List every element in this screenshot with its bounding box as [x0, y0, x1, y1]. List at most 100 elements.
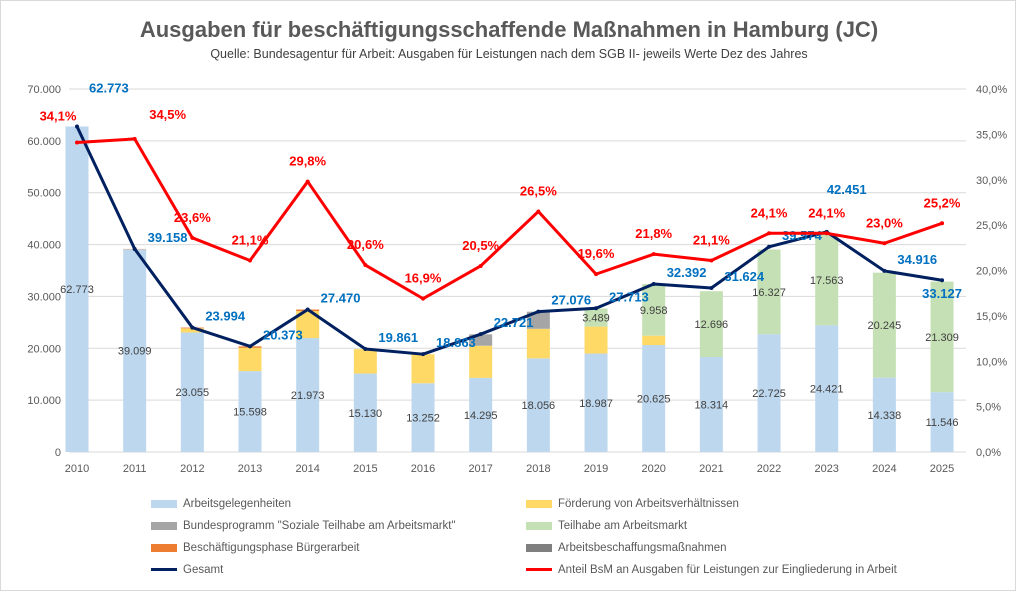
y-left-tick-label: 60.000: [27, 136, 61, 148]
bar-value-label: 14.338: [868, 410, 902, 422]
legend-label: Arbeitsbeschaffungsmaßnahmen: [558, 542, 727, 554]
y-left-tick-label: 70.000: [27, 84, 61, 96]
line-point: [709, 286, 713, 290]
x-tick-label: 2013: [238, 463, 262, 475]
line-point: [248, 344, 252, 348]
y-left-tick-label: 30.000: [27, 291, 61, 303]
legend-line: [151, 568, 177, 571]
x-tick-label: 2016: [411, 463, 435, 475]
gesamt-value-label: 42.451: [827, 182, 867, 197]
legend-label: Förderung von Arbeitsverhältnissen: [558, 498, 739, 510]
y-right-tick-label: 15,0%: [976, 311, 1007, 323]
y-left-tick-label: 0: [55, 447, 61, 459]
bar-value-label: 22.725: [752, 388, 786, 400]
anteil-value-label: 26,5%: [520, 184, 557, 199]
line-point: [133, 247, 137, 251]
bar-value-label: 15.598: [233, 407, 267, 419]
line-point: [536, 310, 540, 314]
legend-label: Bundesprogramm "Soziale Teilhabe am Arbe…: [183, 520, 456, 532]
x-tick-label: 2014: [295, 463, 319, 475]
legend-item-teilhabe: Teilhabe am Arbeitsmarkt: [526, 518, 901, 533]
bar-value-label: 16.327: [752, 287, 786, 299]
y-left-tick-label: 20.000: [27, 343, 61, 355]
legend-label: Anteil BsM an Ausgaben für Leistungen zu…: [558, 564, 897, 576]
bar-value-label: 39.099: [118, 346, 152, 358]
line-point: [190, 236, 194, 240]
y-left-tick-label: 40.000: [27, 240, 61, 252]
legend-swatch: [526, 522, 552, 530]
bar-value-label: 17.563: [810, 275, 844, 287]
legend-swatch: [151, 522, 177, 530]
x-tick-label: 2019: [584, 463, 608, 475]
x-tick-label: 2015: [353, 463, 377, 475]
x-tick-label: 2020: [641, 463, 665, 475]
x-tick-label: 2012: [180, 463, 204, 475]
legend-swatch: [151, 544, 177, 552]
bar-value-label: 21.309: [925, 332, 959, 344]
bar-value-label: 11.546: [926, 417, 959, 429]
bar-value-label: 13.252: [406, 413, 440, 425]
anteil-value-label: 21,1%: [232, 233, 269, 248]
line-point: [767, 245, 771, 249]
legend-swatch: [526, 500, 552, 508]
y-right-tick-label: 35,0%: [976, 129, 1007, 141]
legend-label: Teilhabe am Arbeitsmarkt: [558, 520, 687, 532]
gesamt-value-label: 27.076: [551, 293, 591, 308]
legend-item-anteil: Anteil BsM an Ausgaben für Leistungen zu…: [526, 562, 901, 577]
line-point: [940, 221, 944, 225]
gesamt-value-label: 20.373: [263, 327, 303, 342]
line-point: [825, 231, 829, 235]
bar-value-label: 14.295: [464, 410, 498, 422]
legend-swatch: [151, 500, 177, 508]
y-right-tick-label: 25,0%: [976, 220, 1007, 232]
line-point: [190, 326, 194, 330]
bar-value-label: 15.130: [349, 408, 383, 420]
bar-segment: [642, 336, 665, 345]
bar-value-label: 21.973: [291, 390, 325, 402]
anteil-value-label: 24,1%: [751, 205, 788, 220]
x-tick-label: 2023: [814, 463, 838, 475]
line-point: [594, 272, 598, 276]
anteil-value-label: 20,6%: [347, 237, 384, 252]
line-point: [536, 210, 540, 214]
line-point: [421, 352, 425, 356]
gesamt-value-label: 22.721: [494, 315, 534, 330]
anteil-value-label: 21,1%: [693, 233, 730, 248]
anteil-value-label: 16,9%: [405, 271, 442, 286]
anteil-value-label: 23,0%: [866, 215, 903, 230]
y-right-tick-label: 30,0%: [976, 175, 1007, 187]
legend-swatch: [526, 544, 552, 552]
line-point: [248, 259, 252, 263]
legend-item-foerderung: Förderung von Arbeitsverhältnissen: [526, 496, 901, 511]
gesamt-value-label: 23.994: [205, 309, 246, 324]
gesamt-value-label: 31.624: [724, 269, 765, 284]
x-tick-label: 2021: [699, 463, 723, 475]
gesamt-value-label: 19.861: [378, 330, 418, 345]
gesamt-value-label: 27.713: [609, 289, 649, 304]
legend-label: Arbeitsgelegenheiten: [183, 498, 291, 510]
bar-segment: [354, 349, 377, 373]
bar-segment: [527, 329, 550, 359]
line-point: [363, 347, 367, 351]
y-left-tick-label: 50.000: [27, 188, 61, 200]
line-point: [479, 264, 483, 268]
y-right-tick-label: 20,0%: [976, 266, 1007, 278]
legend-item-abm: Arbeitsbeschaffungsmaßnahmen: [526, 540, 901, 555]
x-tick-label: 2022: [757, 463, 781, 475]
line-point: [133, 137, 137, 141]
anteil-value-label: 19,6%: [578, 246, 615, 261]
legend: Arbeitsgelegenheiten Förderung von Arbei…: [151, 496, 911, 577]
line-point: [479, 332, 483, 336]
x-tick-label: 2018: [526, 463, 550, 475]
anteil-value-label: 25,2%: [924, 195, 961, 210]
line-point: [363, 263, 367, 267]
y-left-tick-label: 10.000: [27, 395, 61, 407]
gesamt-value-label: 27.470: [321, 291, 361, 306]
y-right-tick-label: 0,0%: [976, 447, 1001, 459]
bar-value-label: 20.625: [637, 394, 671, 406]
legend-line: [526, 568, 552, 571]
legend-label: Gesamt: [183, 564, 223, 576]
anteil-value-label: 34,5%: [149, 107, 186, 122]
x-tick-label: 2017: [468, 463, 492, 475]
